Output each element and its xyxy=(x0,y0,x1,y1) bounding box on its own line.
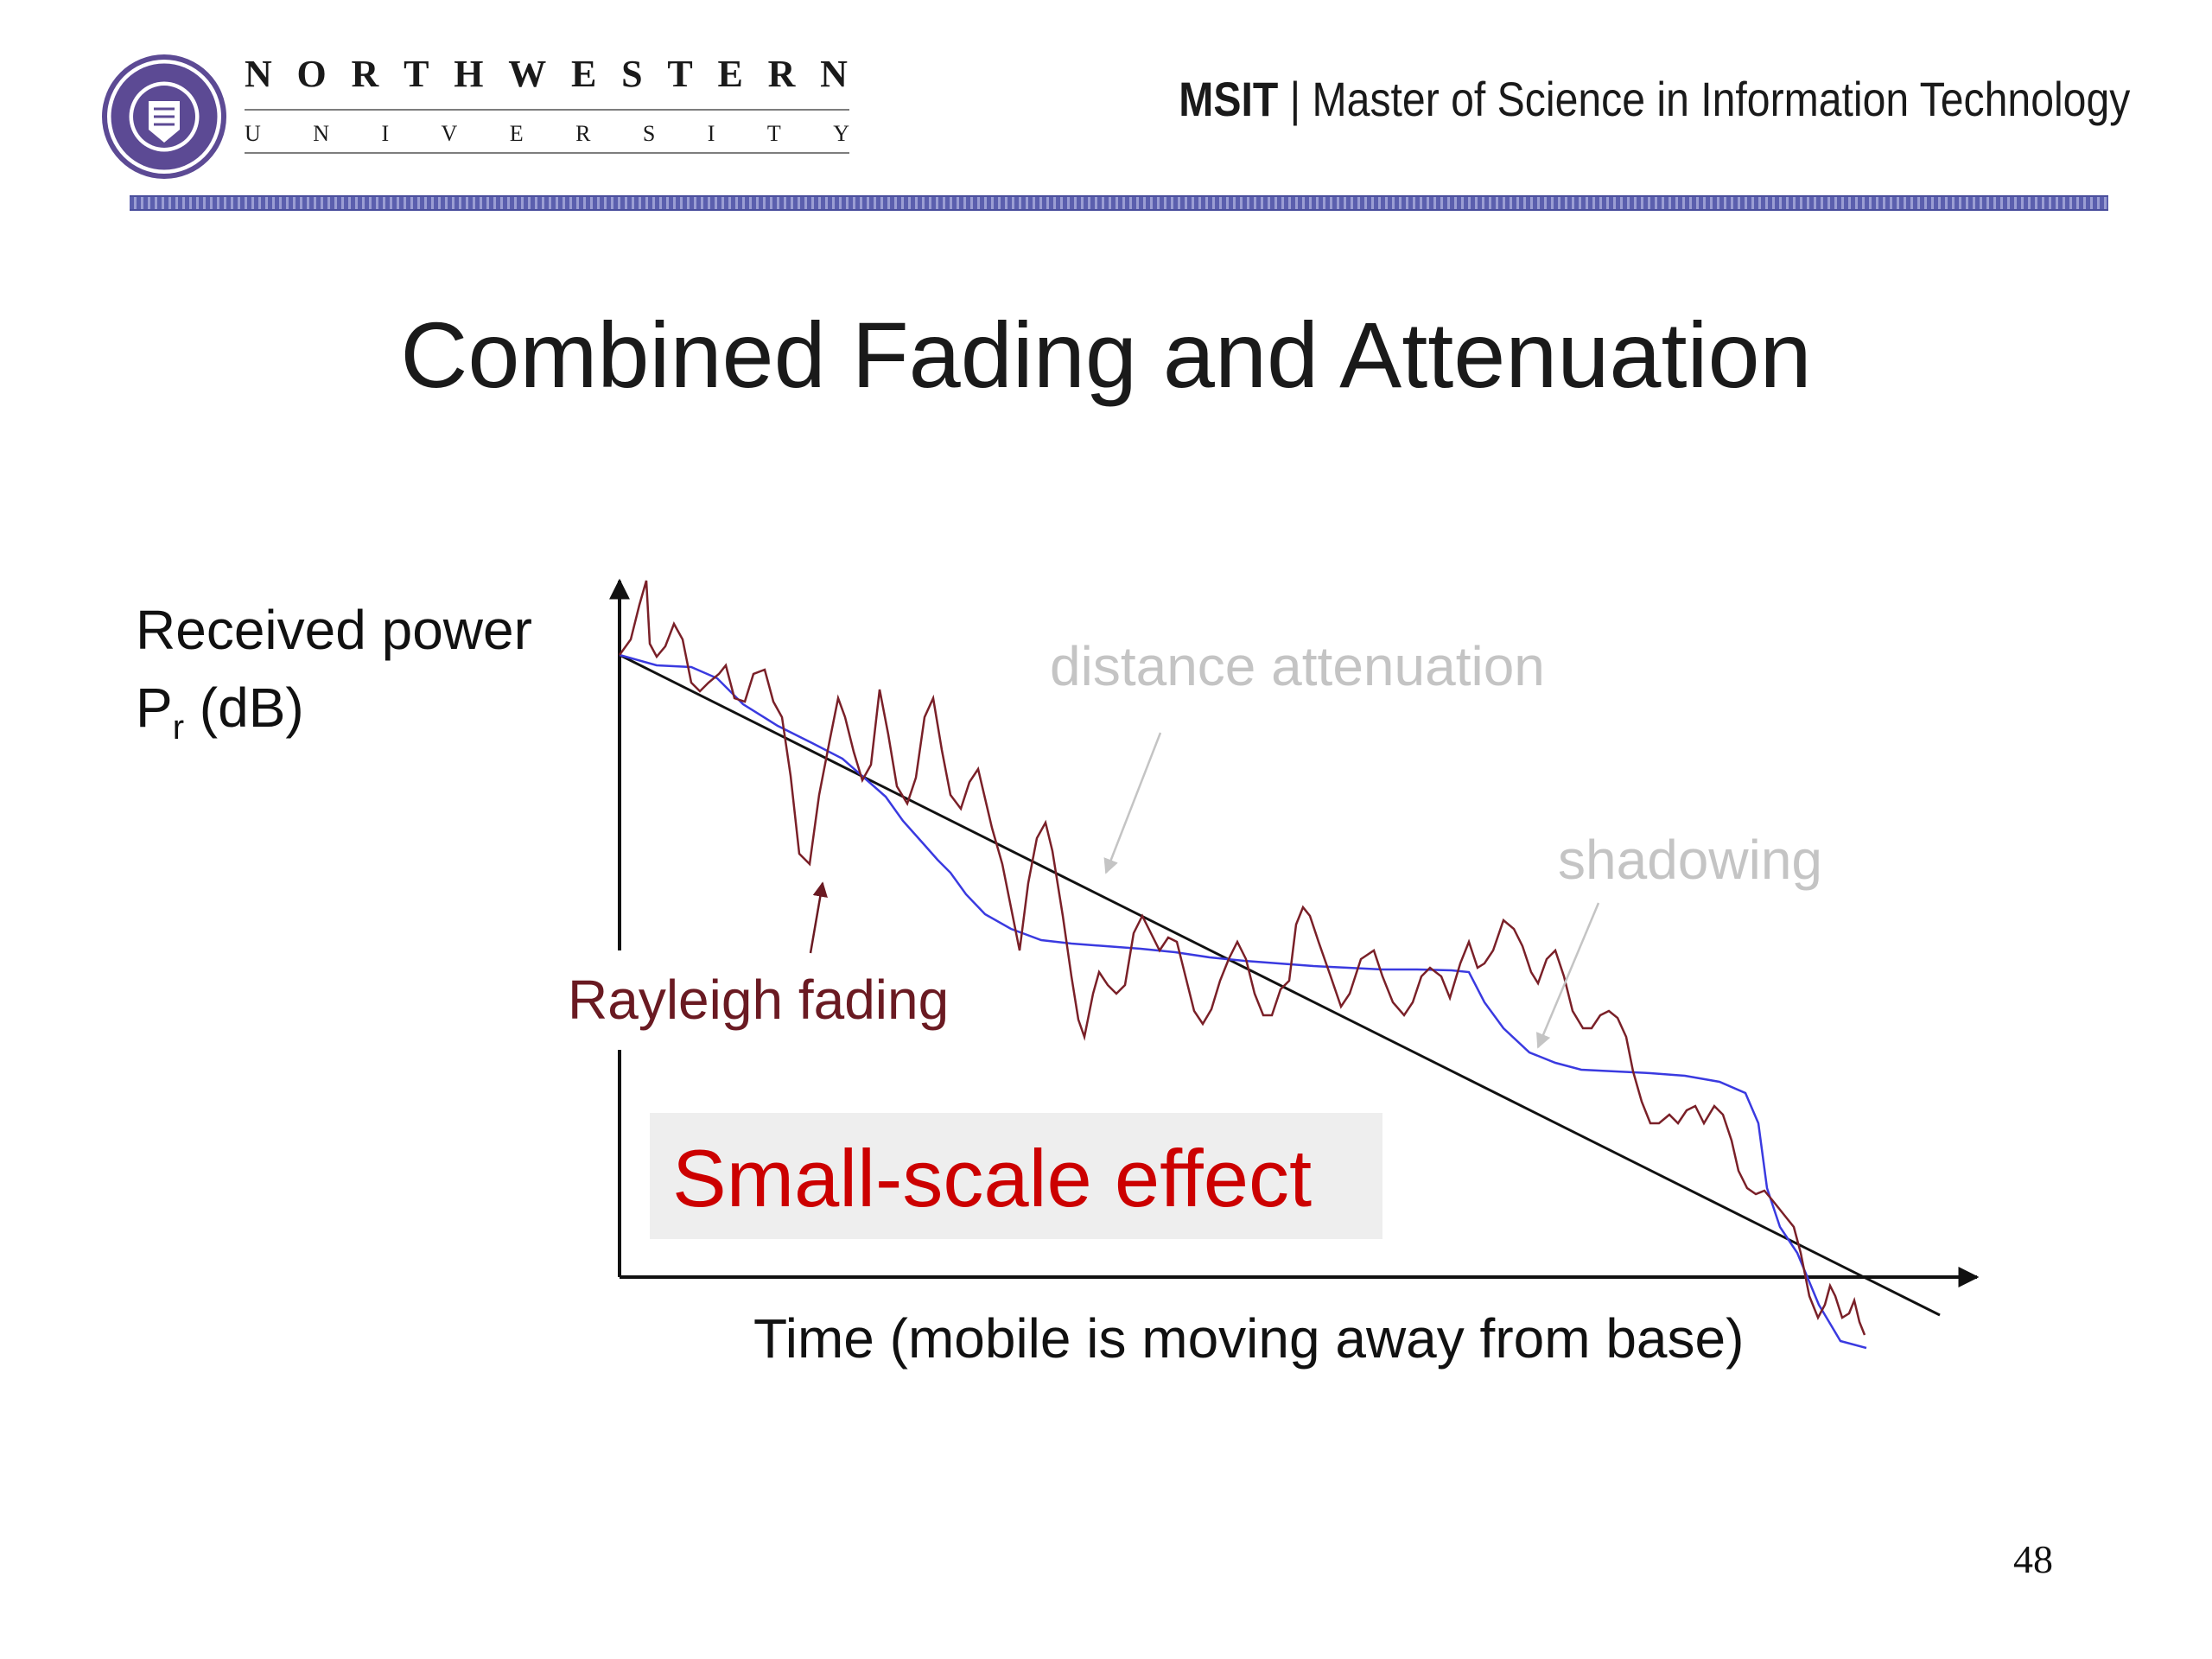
shadowing-label: shadowing xyxy=(1558,829,1822,891)
rayleigh-fading-label: Rayleigh fading xyxy=(568,969,950,1031)
logo-bottom-letter: U xyxy=(245,121,261,146)
y-axis-subscript: r xyxy=(172,708,185,747)
slide-title: Combined Fading and Attenuation xyxy=(400,302,1812,407)
logo-bottom-letter: Y xyxy=(833,121,849,146)
distance-attenuation-pointer xyxy=(1103,732,1162,874)
shadowing-pointer xyxy=(1536,902,1600,1049)
logo-top-letter: E xyxy=(570,53,599,95)
program-header: MSIT | Master of Science in Information … xyxy=(1179,71,2130,127)
distance-attenuation-label: distance attenuation xyxy=(1050,635,1545,697)
x-axis-label: Time (mobile is moving away from base) xyxy=(753,1307,1745,1370)
y-axis-label-line1: Received power xyxy=(136,599,532,661)
logo-bottom-letter: T xyxy=(766,121,781,146)
small-scale-effect-label: Small-scale effect xyxy=(672,1133,1313,1224)
distance-attenuation-line xyxy=(619,653,1941,1317)
logo-top-letter: W xyxy=(508,53,549,95)
logo-top-letter: N xyxy=(245,53,274,95)
y-axis-symbol: P xyxy=(136,677,173,739)
logo-top-letter: R xyxy=(767,53,798,95)
logo-top-letter: E xyxy=(717,53,745,95)
program-separator: | xyxy=(1289,72,1300,126)
logo-bottom-letter: V xyxy=(441,121,458,146)
y-axis-unit: (dB) xyxy=(184,677,304,739)
logo-top-letter: N xyxy=(820,53,849,95)
header-divider-band xyxy=(130,195,2108,211)
program-long: Master of Science in Information Technol… xyxy=(1312,72,2130,126)
logo-top-letter: H xyxy=(454,53,486,95)
logo-rule xyxy=(245,109,849,111)
logo-bottom-letter: S xyxy=(642,121,656,146)
small-scale-effect-box xyxy=(650,1113,1382,1239)
logo-bottom-letter: E xyxy=(509,121,524,146)
logo-bottom-letter: N xyxy=(313,121,329,146)
logo-top-letter: T xyxy=(667,53,695,95)
logo-top-letter: O xyxy=(296,53,328,95)
logo-top-letter: T xyxy=(404,53,431,95)
rayleigh-pointer xyxy=(809,881,828,954)
logo-bottom-letter: I xyxy=(707,121,715,146)
logo-top-letter: S xyxy=(621,53,645,95)
rayleigh-fading-curve xyxy=(618,580,1866,1336)
program-short: MSIT xyxy=(1178,72,1278,126)
y-axis-label-line2: Pr (dB) xyxy=(136,676,304,747)
logo-rule-bottom xyxy=(245,152,849,154)
university-seal-logo xyxy=(102,54,226,179)
logo-top-letter: R xyxy=(351,53,381,95)
page-number: 48 xyxy=(2013,1537,2053,1581)
logo-bottom-letter: I xyxy=(381,121,390,146)
logo-bottom-letter: R xyxy=(575,121,591,146)
